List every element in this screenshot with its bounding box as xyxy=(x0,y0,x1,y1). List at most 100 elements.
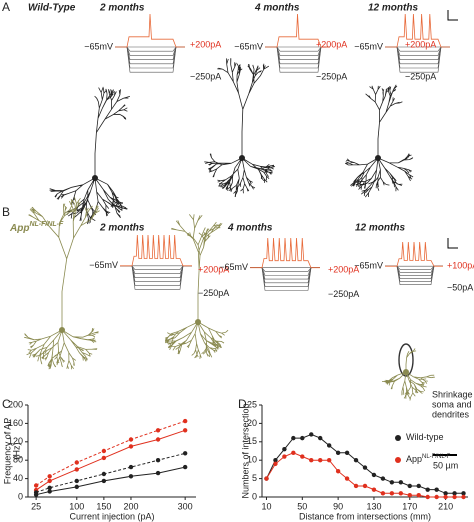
point xyxy=(264,476,269,481)
spike-trace xyxy=(385,241,443,267)
series-line xyxy=(35,466,186,496)
y-tick-label: 15 xyxy=(247,436,257,446)
scale-label: 50 µm xyxy=(433,460,458,470)
point xyxy=(128,464,134,470)
x-tick-label: 170 xyxy=(402,501,417,511)
point xyxy=(47,489,52,494)
legend-name: Wild-type xyxy=(406,432,444,442)
x-tick-label: 25 xyxy=(31,501,41,511)
point xyxy=(326,458,332,463)
point xyxy=(434,494,439,500)
point xyxy=(344,476,350,481)
trace-label: −250pA xyxy=(328,289,359,299)
x-tick-label: 90 xyxy=(333,501,343,511)
point xyxy=(101,455,107,461)
trace xyxy=(265,46,330,69)
age: 4 months xyxy=(227,223,273,234)
point xyxy=(309,458,314,463)
trace-label: +200pA xyxy=(190,39,221,49)
x-axis-label: Current injection (pA) xyxy=(69,511,154,521)
point xyxy=(182,418,188,424)
legend-marker xyxy=(395,457,401,463)
y-tick-label: 200 xyxy=(8,399,23,409)
point xyxy=(273,458,278,463)
neuron xyxy=(204,58,276,198)
trace-label: +200pA xyxy=(328,264,359,274)
legend-sup: NL-F/NL-F xyxy=(422,454,451,460)
point xyxy=(416,483,421,489)
genotype: AppNL-F/NL-F xyxy=(9,221,64,234)
point xyxy=(425,487,430,492)
point xyxy=(309,432,314,437)
point xyxy=(353,483,359,489)
legend-name: App xyxy=(406,454,422,464)
spike-trace xyxy=(265,13,330,48)
soma xyxy=(92,175,98,181)
point xyxy=(47,478,52,484)
point xyxy=(335,469,341,474)
legend-entry: AppNL-F/NL-F xyxy=(406,454,451,465)
y-tick-label: 0 xyxy=(252,491,257,501)
panel-label: D xyxy=(238,397,247,411)
plot xyxy=(259,404,468,500)
point xyxy=(362,465,368,470)
soma xyxy=(59,327,65,333)
panel-label: C xyxy=(2,397,11,411)
y-tick-label: 10 xyxy=(247,455,257,465)
point xyxy=(389,491,395,496)
point xyxy=(101,471,107,477)
legend-entry: Wild-type xyxy=(406,432,444,442)
spike-trace xyxy=(115,13,185,48)
y-tick-label: 80 xyxy=(13,455,23,465)
plot xyxy=(25,404,196,500)
point xyxy=(273,461,278,467)
point xyxy=(407,492,412,498)
trace-label: −65mV xyxy=(234,41,263,51)
y-tick-label: 20 xyxy=(247,418,257,428)
point xyxy=(128,444,134,449)
trace-label: +200pA xyxy=(198,264,229,274)
series-line xyxy=(35,420,186,486)
trace xyxy=(385,265,443,270)
series-line xyxy=(35,429,186,491)
point xyxy=(434,487,439,492)
panel-label: B xyxy=(2,205,10,219)
point xyxy=(425,494,430,500)
point xyxy=(282,446,287,452)
soma xyxy=(239,155,245,161)
point xyxy=(155,470,161,476)
neuron xyxy=(49,86,131,225)
point xyxy=(182,451,188,456)
point xyxy=(318,458,323,463)
age: 4 months xyxy=(254,3,300,14)
point xyxy=(318,435,323,441)
point xyxy=(291,435,296,441)
point xyxy=(101,478,107,484)
y-tick-label: 120 xyxy=(8,436,23,446)
y-tick-label: 25 xyxy=(247,399,257,409)
trace-label: −250pA xyxy=(405,71,436,81)
point xyxy=(47,474,52,479)
point xyxy=(344,450,350,456)
x-tick-label: 150 xyxy=(96,501,111,511)
trace-label: +100pA xyxy=(447,260,474,270)
trace xyxy=(385,265,443,282)
point xyxy=(155,428,161,433)
spike-trace xyxy=(250,237,320,269)
note: soma and xyxy=(432,399,472,409)
point xyxy=(398,491,404,496)
trace xyxy=(385,265,443,276)
point xyxy=(300,435,305,441)
soma xyxy=(403,369,409,375)
x-tick-label: 100 xyxy=(69,501,84,511)
point xyxy=(74,484,79,490)
point xyxy=(443,494,448,500)
neuron xyxy=(24,197,100,370)
soma xyxy=(375,155,381,161)
point xyxy=(128,437,134,442)
point xyxy=(291,450,296,456)
age: 12 months xyxy=(368,3,418,14)
point xyxy=(282,454,287,459)
soma-highlight xyxy=(398,343,414,377)
